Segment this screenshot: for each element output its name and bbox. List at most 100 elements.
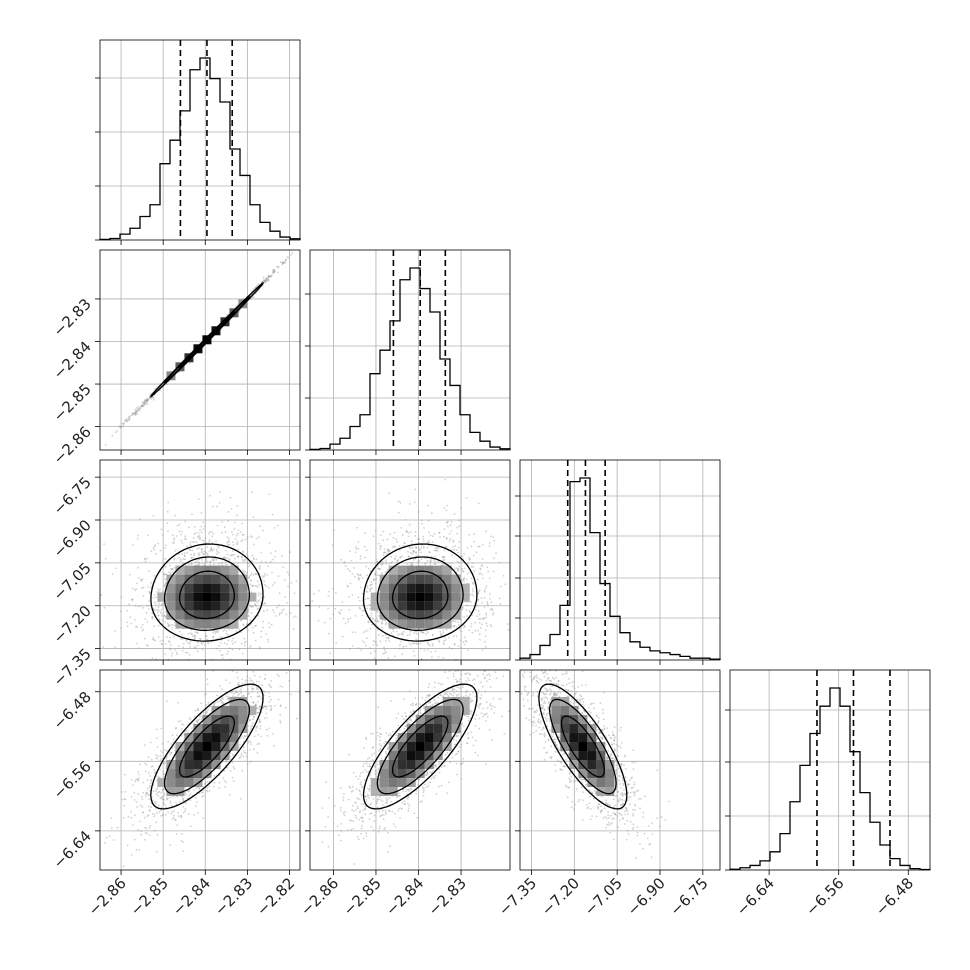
scatter-point: [268, 275, 270, 278]
scatter-point: [350, 559, 353, 562]
scatter-point: [180, 533, 183, 536]
scatter-point: [225, 632, 228, 635]
scatter-point: [488, 545, 491, 548]
scatter-point: [131, 599, 134, 602]
scatter-point: [416, 561, 419, 563]
scatter-point: [157, 609, 160, 611]
scatter-point: [476, 615, 478, 618]
scatter-point: [234, 557, 236, 560]
scatter-point: [157, 606, 160, 609]
scatter-point: [262, 576, 265, 579]
scatter-point: [420, 519, 423, 521]
scatter-point: [150, 581, 152, 584]
scatter-point: [353, 567, 355, 569]
scatter-point: [271, 571, 273, 574]
scatter-point: [415, 554, 418, 557]
scatter-point: [328, 590, 330, 593]
scatter-point: [265, 277, 268, 280]
scatter-point: [426, 546, 429, 549]
density-cell: [184, 565, 194, 575]
scatter-point: [231, 648, 234, 651]
scatter-point: [407, 550, 409, 553]
scatter-point: [374, 530, 377, 532]
scatter-point: [422, 631, 424, 634]
density-cell: [424, 619, 434, 629]
scatter-point: [137, 576, 140, 579]
scatter-point: [438, 531, 441, 534]
scatter-point: [255, 558, 258, 561]
scatter-point: [252, 296, 255, 299]
scatter-point: [256, 580, 259, 583]
density-cell: [397, 565, 407, 575]
scatter-point: [472, 594, 475, 597]
scatter-point: [429, 563, 432, 566]
scatter-point: [371, 617, 374, 620]
scatter-point: [265, 561, 267, 564]
scatter-point: [380, 546, 382, 548]
scatter-point: [442, 642, 445, 644]
scatter-point: [155, 602, 157, 605]
scatter-point: [281, 261, 284, 264]
density-cell: [184, 601, 194, 611]
scatter-point: [151, 657, 154, 659]
scatter-point: [388, 550, 391, 552]
density-cell: [184, 592, 194, 602]
scatter-point: [448, 562, 451, 564]
scatter-point: [201, 562, 204, 565]
scatter-point: [267, 278, 270, 281]
scatter-point: [369, 627, 372, 630]
scatter-point: [433, 555, 436, 558]
scatter-point: [369, 616, 372, 619]
scatter-point: [289, 551, 292, 554]
scatter-point: [477, 593, 480, 595]
scatter-point: [395, 630, 398, 633]
scatter-point: [376, 610, 379, 613]
scatter-point: [481, 573, 483, 576]
scatter-point: [382, 530, 385, 533]
scatter-point: [414, 558, 417, 560]
scatter-point: [115, 567, 117, 570]
scatter-point: [481, 623, 483, 626]
scatter-point: [207, 642, 210, 645]
scatter-point: [413, 655, 416, 657]
scatter-point: [201, 642, 204, 645]
scatter-point: [140, 579, 142, 581]
scatter-point: [164, 544, 167, 547]
scatter-point: [285, 258, 287, 261]
scatter-point: [421, 522, 423, 525]
scatter-point: [164, 620, 167, 623]
scatter-point: [343, 562, 346, 564]
scatter-point: [374, 619, 377, 622]
scatter-point: [409, 531, 412, 533]
scatter-point: [126, 420, 128, 423]
scatter-point: [451, 554, 453, 557]
scatter-point: [382, 652, 385, 655]
scatter-point: [154, 609, 157, 612]
scatter-point: [151, 616, 154, 618]
scatter-point: [181, 649, 184, 652]
density-cell: [406, 619, 416, 629]
density-cell: [415, 592, 425, 602]
scatter-point: [375, 582, 377, 585]
scatter-point: [376, 644, 378, 646]
scatter-point: [401, 653, 404, 656]
scatter-point: [128, 418, 131, 420]
scatter-point: [418, 559, 421, 562]
scatter-point: [134, 408, 137, 411]
scatter-point: [173, 624, 175, 627]
scatter-point: [269, 274, 272, 277]
scatter-point: [467, 562, 469, 565]
scatter-point: [129, 616, 132, 619]
scatter-point: [351, 572, 354, 575]
scatter-point: [376, 617, 378, 619]
density-cell: [211, 583, 221, 593]
scatter-point: [263, 280, 266, 283]
scatter-point: [412, 650, 415, 653]
scatter-point: [111, 434, 114, 437]
scatter-point: [462, 570, 464, 572]
scatter-point: [388, 492, 391, 495]
scatter-point: [332, 613, 334, 615]
scatter-point: [249, 583, 251, 586]
scatter-point: [381, 634, 384, 637]
scatter-point: [211, 558, 214, 561]
